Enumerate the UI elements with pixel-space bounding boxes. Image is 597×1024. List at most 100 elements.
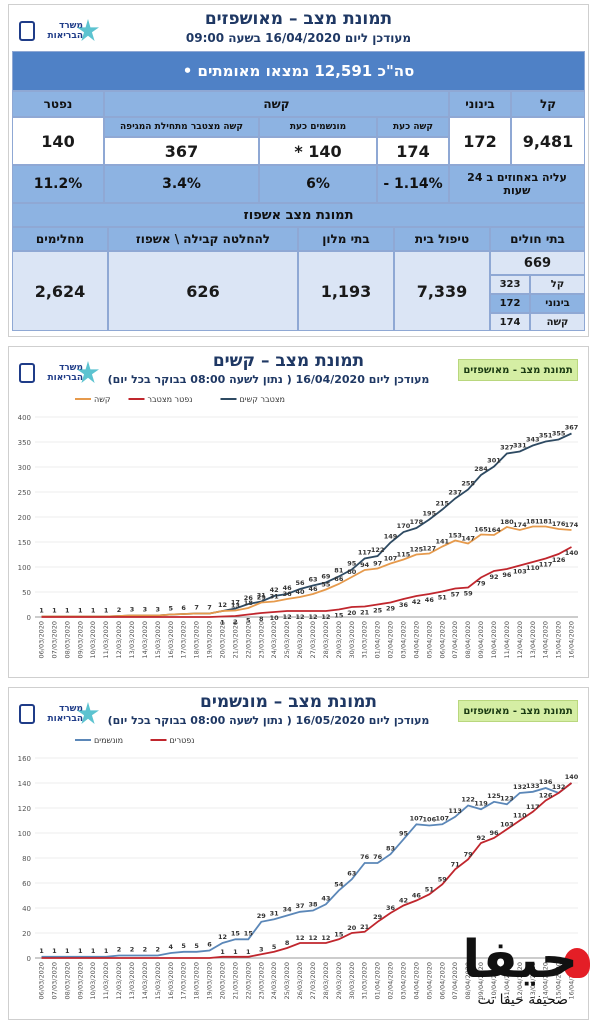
subheader-ventilated: מונשמים כעת — [259, 117, 377, 137]
x-tick-label: 19/03/2020 — [206, 621, 214, 658]
x-tick-label: 31/03/2020 — [361, 962, 369, 999]
data-label: 15 — [334, 930, 344, 938]
data-label: 110 — [513, 812, 527, 820]
ministry-logo-mark-icon — [19, 704, 35, 724]
data-label: 18 — [244, 599, 254, 607]
data-label: 1 — [246, 948, 251, 956]
x-tick-label: 15/04/2020 — [555, 621, 563, 658]
x-tick-label: 04/04/2020 — [412, 962, 420, 999]
data-label: 29 — [373, 913, 383, 921]
watermark: حيفا صحيفة حيفا نت — [405, 928, 590, 1020]
data-label: 1 — [65, 607, 70, 615]
x-tick-label: 15/04/2020 — [555, 962, 563, 999]
x-tick-label: 09/04/2020 — [477, 962, 485, 999]
status-badge: תמונת מצב - מאושפזים — [458, 700, 578, 722]
value-cumulative-severe: 367 — [104, 137, 259, 165]
data-label: 46 — [425, 596, 435, 604]
data-label: 117 — [539, 561, 553, 569]
hosp-header-home: טיפול בית — [394, 227, 490, 251]
x-tick-label: 16/03/2020 — [167, 621, 175, 658]
watermark-sub: صحيفة حيفا نت — [477, 992, 568, 1008]
x-tick-label: 11/04/2020 — [503, 962, 511, 999]
y-tick-label: 0 — [27, 955, 31, 963]
data-label: 174 — [513, 521, 527, 529]
x-tick-label: 10/03/2020 — [89, 621, 97, 658]
hosp-header-pending: להחלטה קבילה \ אשפוז — [108, 227, 298, 251]
data-label: 103 — [513, 568, 527, 576]
data-label: 12 — [218, 601, 227, 609]
data-label: 147 — [461, 535, 475, 543]
y-tick-label: 350 — [18, 439, 31, 447]
watermark-dot-icon — [564, 948, 590, 978]
x-tick-label: 30/03/2020 — [348, 621, 356, 658]
data-label: 21 — [360, 923, 370, 931]
panel-subtitle: מעודכן ליום 16/05/2020 ( נתון לשעה 08:00… — [107, 714, 430, 727]
data-label: 36 — [386, 904, 396, 912]
data-label: 26 — [244, 594, 254, 602]
data-label: 2 — [117, 946, 122, 954]
data-label: 8 — [285, 939, 290, 947]
x-tick-label: 11/03/2020 — [102, 621, 110, 658]
x-tick-label: 28/03/2020 — [322, 621, 330, 658]
hosp-header-hotels: בתי מלון — [298, 227, 394, 251]
x-tick-label: 08/04/2020 — [464, 621, 472, 658]
x-tick-label: 06/04/2020 — [438, 962, 446, 999]
x-tick-label: 01/04/2020 — [374, 621, 382, 658]
data-label: 103 — [500, 820, 514, 828]
hosp-value-home: 7,339 — [394, 251, 490, 331]
data-label: 80 — [347, 568, 357, 576]
data-label: 12 — [308, 934, 317, 942]
legend-label: מונשמים — [94, 736, 123, 745]
x-tick-label: 05/04/2020 — [425, 962, 433, 999]
total-banner: • סה"כ 12,591 נמצאו מאומתים — [12, 51, 585, 91]
x-tick-label: 17/03/2020 — [180, 962, 188, 999]
data-label: 170 — [397, 522, 411, 530]
data-label: 12 — [321, 934, 330, 942]
y-tick-label: 100 — [18, 564, 31, 572]
hosp-moderate-value: 172 — [490, 294, 530, 313]
data-label: 1 — [220, 619, 225, 627]
data-label: 29 — [257, 912, 267, 920]
legend-label: נפטרים — [170, 736, 195, 745]
x-tick-label: 31/03/2020 — [361, 621, 369, 658]
x-tick-label: 10/04/2020 — [490, 621, 498, 658]
data-label: 83 — [386, 844, 395, 852]
y-tick-label: 150 — [18, 539, 31, 547]
hospitalized-status-panel: משרד הבריאות תמונת מצב – מאושפזים מעודכן… — [8, 4, 589, 337]
data-label: 15 — [231, 929, 241, 937]
data-label: 20 — [347, 609, 357, 617]
x-tick-label: 18/03/2020 — [193, 962, 201, 999]
x-tick-label: 14/03/2020 — [141, 962, 149, 999]
data-label: 149 — [384, 533, 398, 541]
series-line — [41, 782, 573, 959]
hosp-severe-value: 174 — [490, 313, 530, 331]
data-label: 95 — [399, 829, 409, 837]
data-label: 133 — [526, 782, 540, 790]
data-label: 36 — [399, 601, 409, 609]
data-label: 69 — [321, 573, 331, 581]
data-label: 76 — [373, 853, 383, 861]
hosp-mild-label: קל — [530, 275, 585, 294]
data-label: 123 — [500, 794, 514, 802]
data-label: 42 — [399, 897, 408, 905]
data-label: 57 — [451, 591, 460, 599]
data-label: 95 — [347, 560, 357, 568]
hosp-value-hotels: 1,193 — [298, 251, 394, 331]
data-label: 8 — [259, 615, 264, 623]
data-label: 3 — [156, 606, 161, 614]
data-label: 1 — [91, 947, 96, 955]
x-tick-label: 13/03/2020 — [128, 962, 136, 999]
data-label: 2 — [130, 946, 135, 954]
watermark-main: حيفا — [462, 930, 578, 990]
data-label: 79 — [464, 850, 474, 858]
data-label: 181 — [539, 518, 553, 526]
x-tick-label: 07/03/2020 — [50, 962, 58, 999]
data-label: 12 — [296, 613, 305, 621]
data-label: 5 — [194, 942, 199, 950]
data-label: 81 — [334, 567, 344, 575]
severe-line-chart: 0 50 100 150 200 250 300 350 400 06/03/2020 07/03/… — [18, 395, 579, 658]
hosp-severe-label: קשה — [530, 313, 585, 331]
data-label: 92 — [477, 834, 486, 842]
x-tick-label: 12/03/2020 — [115, 962, 123, 999]
data-label: 1 — [78, 607, 83, 615]
